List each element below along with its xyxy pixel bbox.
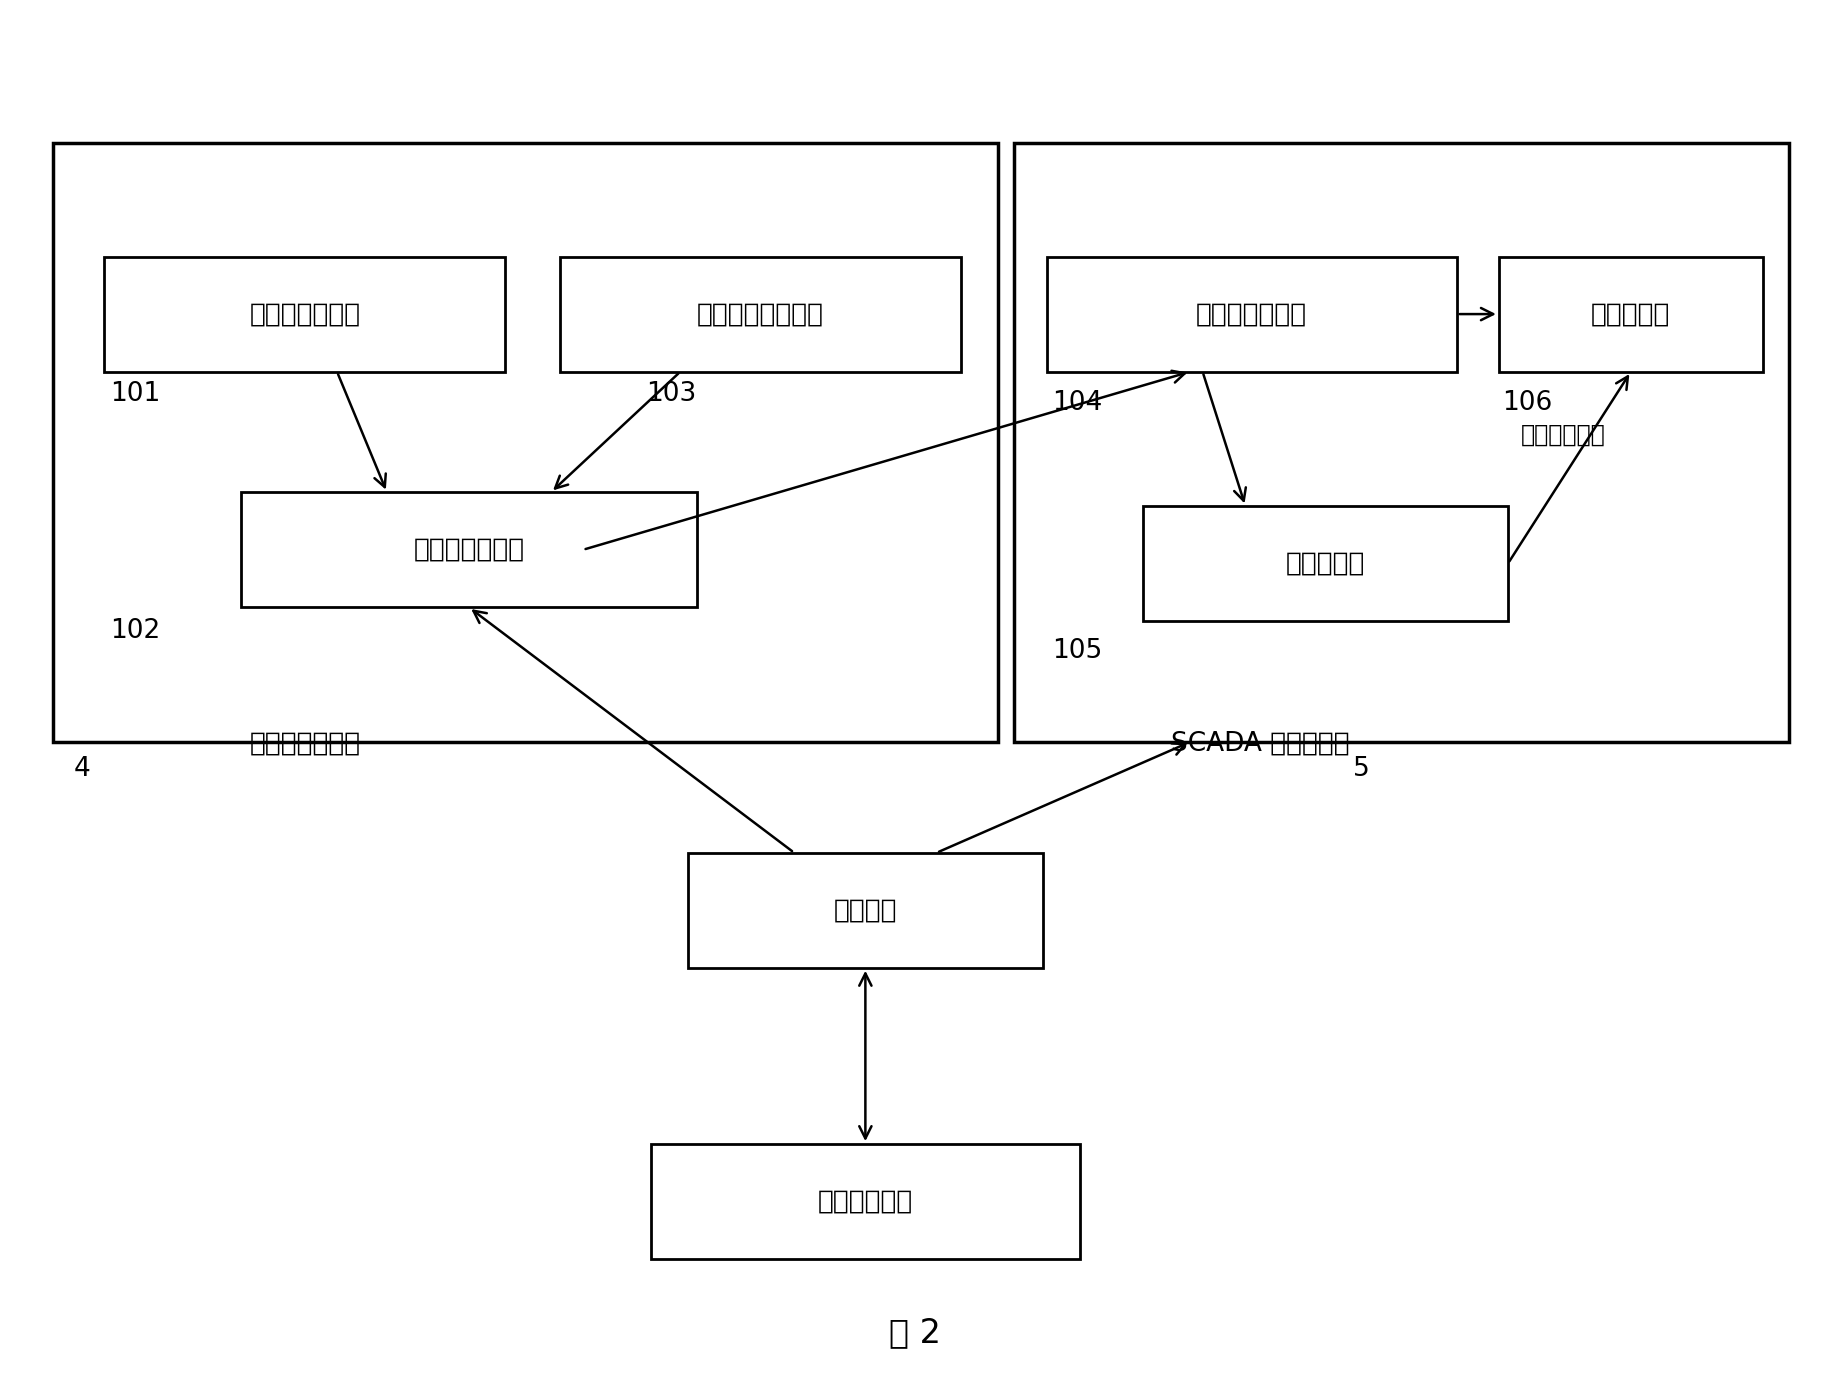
Text: 接口平台: 接口平台 (833, 897, 897, 923)
Text: 101: 101 (110, 381, 159, 407)
Text: 控制服务器: 控制服务器 (1285, 551, 1365, 576)
Text: 软件支撇平台: 软件支撇平台 (818, 1189, 913, 1215)
Bar (1047, 257, 1457, 371)
Text: 数据采集子系统: 数据采集子系统 (249, 301, 361, 326)
Bar (242, 492, 697, 607)
Text: 103: 103 (646, 381, 695, 407)
Bar (688, 852, 1043, 968)
Text: 106: 106 (1502, 389, 1552, 416)
Text: 数据处理子系统: 数据处理子系统 (414, 537, 523, 562)
Text: 104: 104 (1052, 389, 1102, 416)
Text: 4: 4 (73, 756, 90, 781)
Text: 105: 105 (1052, 638, 1102, 664)
Bar (1499, 257, 1762, 371)
Text: 5: 5 (1352, 756, 1369, 781)
Text: SCADA 应用子系统: SCADA 应用子系统 (1169, 731, 1349, 756)
Bar (1142, 506, 1508, 621)
Bar (53, 142, 997, 742)
Text: 前置通讯子系统: 前置通讯子系统 (251, 731, 361, 756)
Text: 遥控与升降子系统: 遥控与升降子系统 (697, 301, 824, 326)
Bar (1014, 142, 1788, 742)
Text: 人机交互界面: 人机交互界面 (1519, 423, 1605, 446)
Text: 102: 102 (110, 618, 159, 644)
Bar (651, 1144, 1080, 1260)
Text: 图 2: 图 2 (889, 1317, 941, 1349)
Text: 绘图子系统: 绘图子系统 (1590, 301, 1669, 326)
Text: 信息交换子系统: 信息交换子系统 (1195, 301, 1307, 326)
Bar (104, 257, 505, 371)
Bar (560, 257, 961, 371)
